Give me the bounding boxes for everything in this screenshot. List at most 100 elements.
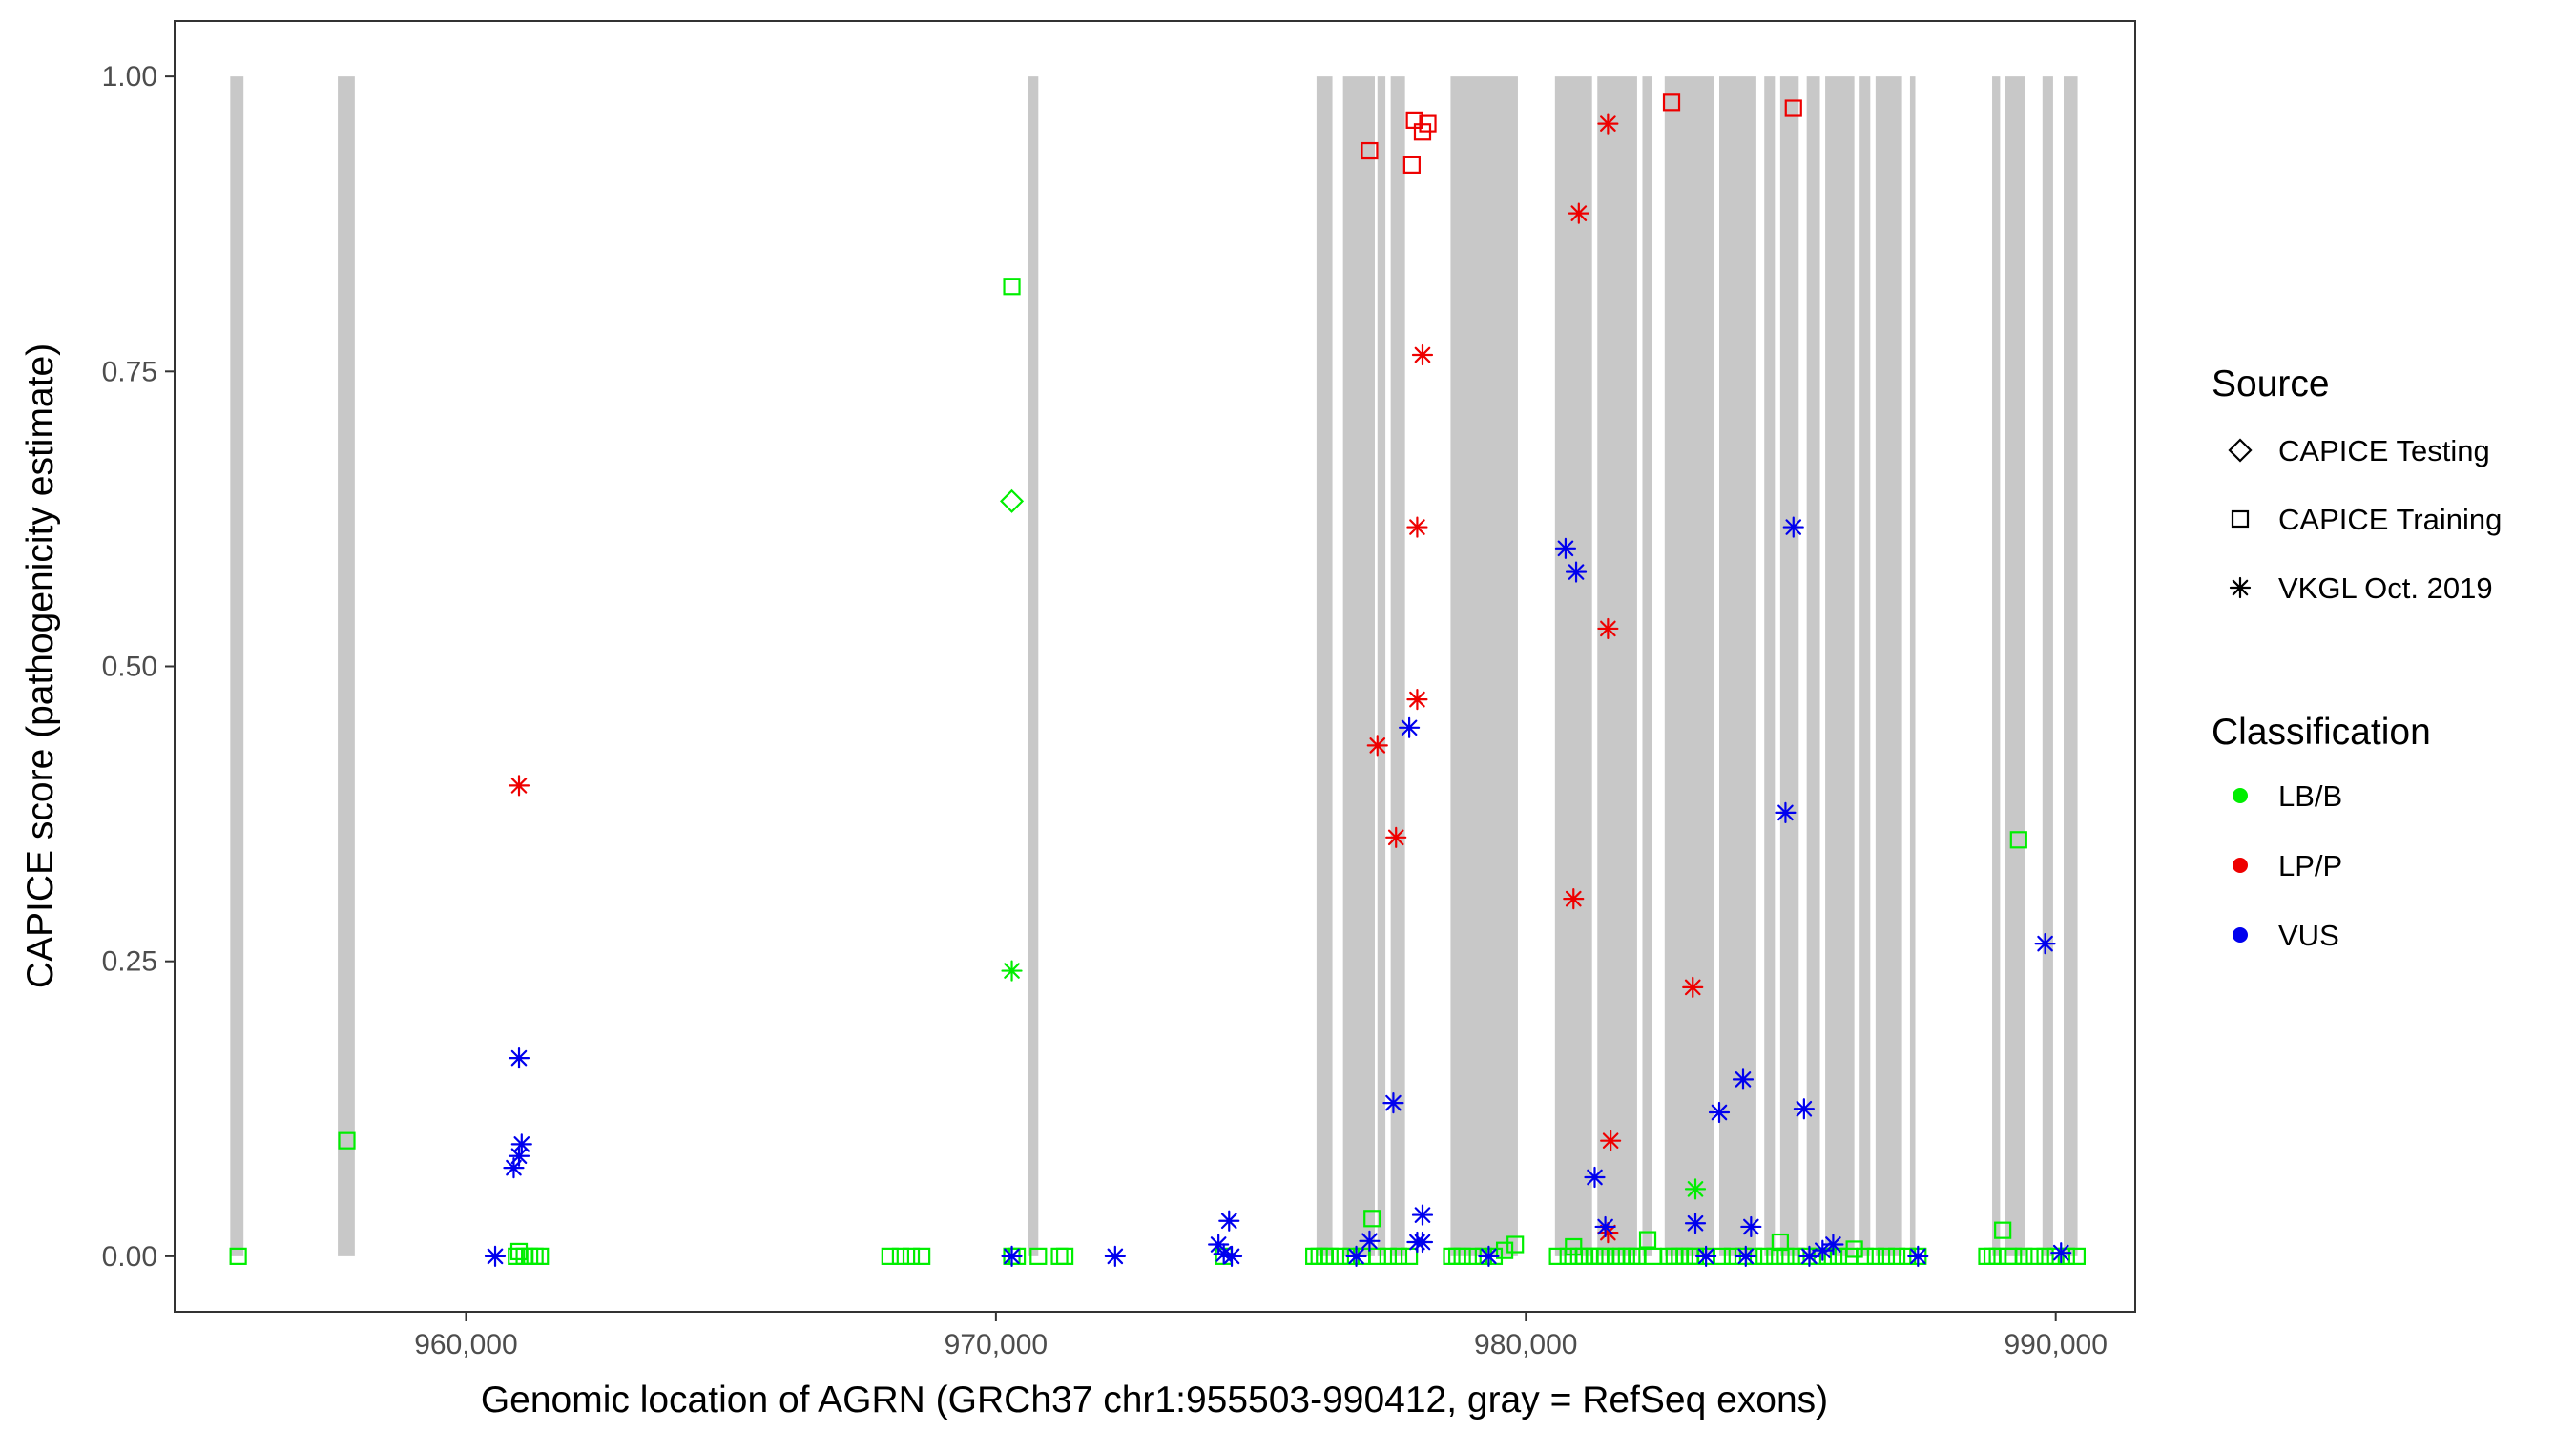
- data-point: [2005, 1247, 2023, 1265]
- data-point: [1684, 1213, 1707, 1234]
- data-point: [229, 1247, 247, 1265]
- legend-label-source: CAPICE Testing: [2278, 434, 2490, 467]
- x-tick-label: 960,000: [414, 1329, 517, 1360]
- data-point: [2009, 831, 2027, 849]
- exon-band: [1992, 76, 2001, 1256]
- data-point: [1568, 202, 1589, 224]
- legend-class-items: LB/B LP/P VUS: [2233, 779, 2342, 952]
- data-points: [229, 93, 2087, 1267]
- data-point: [1220, 1245, 1243, 1267]
- exon-band: [1342, 76, 1375, 1256]
- data-point: [1994, 1221, 2012, 1239]
- data-point: [1584, 1166, 1606, 1189]
- exon-band: [2064, 76, 2078, 1256]
- legend-title-classification: Classification: [2212, 712, 2431, 753]
- data-point: [1732, 1068, 1755, 1090]
- x-tick-label: 980,000: [1474, 1329, 1577, 1360]
- data-point: [1382, 1092, 1404, 1114]
- data-point: [1887, 1247, 1906, 1265]
- data-point: [1003, 278, 1021, 296]
- legend-key-color: [2233, 927, 2248, 943]
- data-point: [1385, 826, 1407, 848]
- exon-band: [1390, 76, 1405, 1256]
- data-point: [1856, 1247, 1874, 1265]
- data-point: [338, 1131, 356, 1150]
- data-point: [2025, 1247, 2044, 1265]
- data-point: [1735, 1245, 1756, 1267]
- data-point: [1345, 1245, 1367, 1267]
- data-point: [1708, 1101, 1731, 1124]
- data-point: [1755, 1247, 1774, 1265]
- data-point: [902, 1247, 921, 1265]
- exon-band: [1719, 76, 1756, 1256]
- data-point: [1563, 888, 1585, 910]
- data-point: [508, 1145, 530, 1167]
- exon-band: [1764, 76, 1776, 1256]
- legend-label-source: VKGL Oct. 2019: [2278, 571, 2493, 605]
- legend: Source CAPICE Testing CAPICE Training VKGL…: [2212, 363, 2502, 952]
- data-point: [1055, 1247, 1074, 1265]
- data-point: [1208, 1234, 1230, 1255]
- data-point: [1363, 1210, 1381, 1228]
- data-point: [508, 775, 530, 797]
- data-point: [1218, 1210, 1240, 1232]
- legend-key-color: [2233, 788, 2248, 803]
- data-point: [891, 1247, 910, 1265]
- data-point: [526, 1247, 544, 1265]
- exon-band: [1779, 76, 1799, 1256]
- data-point: [913, 1247, 931, 1265]
- data-point: [1001, 1245, 1023, 1267]
- exon-band: [1806, 76, 1820, 1256]
- legend-key-asterisk: [2229, 576, 2252, 599]
- data-point: [1379, 1247, 1397, 1265]
- data-point: [1565, 561, 1588, 583]
- data-point: [1662, 93, 1681, 112]
- data-point: [508, 1047, 530, 1069]
- data-point: [2067, 1247, 2087, 1265]
- data-point: [1359, 1230, 1381, 1252]
- data-point: [1907, 1245, 1929, 1267]
- data-point: [1695, 1245, 1717, 1267]
- exon-bands: [230, 76, 2078, 1256]
- x-tick-label: 970,000: [945, 1329, 1048, 1360]
- data-point: [1740, 1215, 1762, 1238]
- data-point: [999, 488, 1025, 513]
- data-point: [1495, 1241, 1514, 1259]
- legend-label-source: CAPICE Training: [2278, 503, 2502, 536]
- data-point: [1684, 1178, 1707, 1200]
- exon-band: [338, 76, 355, 1256]
- data-point: [1104, 1245, 1126, 1267]
- data-point: [2036, 1247, 2054, 1265]
- data-point: [1600, 1130, 1622, 1151]
- y-tick-label: 0.50: [102, 652, 157, 683]
- exon-band: [1859, 76, 1871, 1256]
- legend-label-classification: VUS: [2278, 919, 2339, 952]
- data-point: [1798, 1245, 1820, 1267]
- data-point: [1766, 1247, 1784, 1265]
- data-point: [1594, 1215, 1616, 1238]
- data-point: [1776, 1247, 1795, 1265]
- data-point: [2034, 933, 2056, 955]
- exon-band: [2042, 76, 2053, 1256]
- data-point: [1029, 1247, 1048, 1265]
- exon-band: [230, 76, 244, 1256]
- data-point: [1213, 1243, 1235, 1265]
- data-point: [1822, 1234, 1844, 1255]
- data-point: [1782, 516, 1804, 538]
- legend-title-source: Source: [2212, 363, 2330, 404]
- data-point: [1320, 1247, 1339, 1265]
- data-point: [1597, 113, 1619, 135]
- data-point: [1402, 156, 1421, 174]
- data-point: [1554, 537, 1577, 559]
- data-point: [1793, 1098, 1815, 1120]
- data-point: [2015, 1247, 2033, 1265]
- y-tick-label: 0.75: [102, 356, 157, 387]
- data-point: [1361, 141, 1379, 160]
- data-point: [1411, 343, 1434, 366]
- data-point: [484, 1245, 507, 1267]
- data-point: [1419, 114, 1437, 133]
- data-point: [1548, 1247, 1567, 1265]
- data-point: [1406, 516, 1428, 538]
- exon-band: [1316, 76, 1333, 1256]
- legend-key-square: [2231, 509, 2250, 529]
